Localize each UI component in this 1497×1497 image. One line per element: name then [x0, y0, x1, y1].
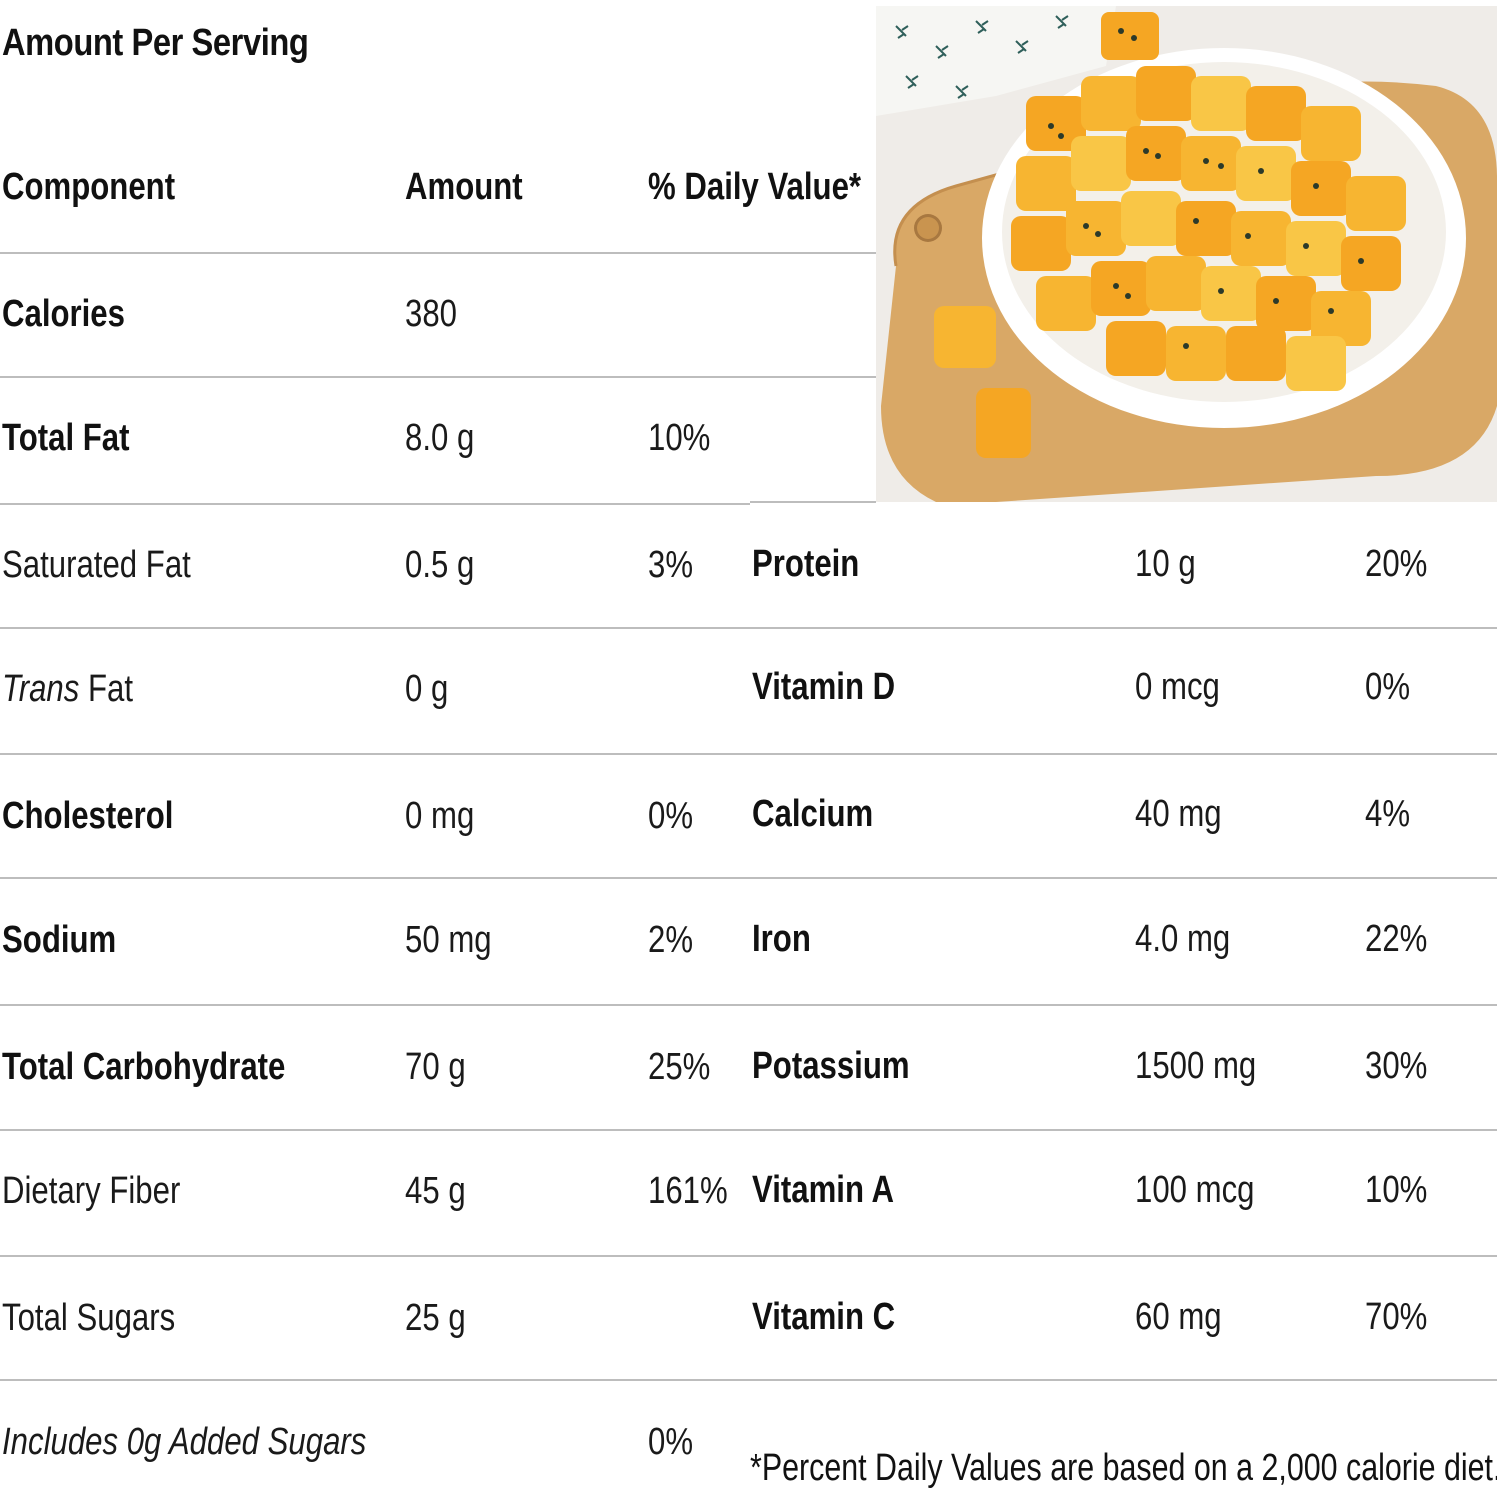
nutrient-dv: 10% — [1365, 1169, 1428, 1211]
passion-fruit-cubes-image — [876, 6, 1497, 502]
divider — [0, 503, 750, 505]
divider — [0, 252, 876, 254]
nutrient-name: Vitamin A — [752, 1169, 894, 1211]
nutrient-name: Includes 0g Added Sugars — [2, 1421, 367, 1463]
nutrient-amount: 0 mg — [405, 795, 475, 837]
divider — [0, 1129, 1497, 1131]
nutrient-amount: 380 — [405, 293, 457, 335]
divider — [0, 877, 1497, 879]
amount-per-serving-title: Amount Per Serving — [2, 22, 309, 64]
nutrient-name: Cholesterol — [2, 795, 174, 837]
nutrient-amount: 60 mg — [1135, 1296, 1222, 1338]
nutrient-dv: 70% — [1365, 1296, 1428, 1338]
nutrient-amount: 8.0 g — [405, 417, 475, 459]
nutrient-name: Total Fat — [2, 417, 130, 459]
nutrient-amount: 40 mg — [1135, 793, 1222, 835]
header-amount: Amount — [405, 166, 523, 208]
nutrient-amount: 25 g — [405, 1297, 466, 1339]
nutrient-amount: 0.5 g — [405, 544, 475, 586]
header-component: Component — [2, 166, 176, 208]
daily-value-footnote: *Percent Daily Values are based on a 2,0… — [750, 1447, 1497, 1489]
divider — [0, 1255, 1497, 1257]
nutrient-amount: 10 g — [1135, 543, 1196, 585]
nutrient-dv: 20% — [1365, 543, 1428, 585]
divider — [0, 376, 876, 378]
divider — [0, 1004, 1497, 1006]
divider — [750, 501, 876, 503]
nutrient-name: Vitamin D — [752, 666, 896, 708]
nutrient-name: Sodium — [2, 919, 117, 961]
nutrient-name: Saturated Fat — [2, 544, 191, 586]
header-daily-value: % Daily Value* — [648, 166, 862, 208]
nutrient-name: Total Carbohydrate — [2, 1046, 286, 1088]
fat-label: Fat — [79, 668, 134, 710]
nutrient-name: Vitamin C — [752, 1296, 896, 1338]
nutrient-dv: 161% — [648, 1170, 728, 1212]
nutrient-name: Trans Fat — [2, 667, 133, 711]
nutrient-name: Protein — [752, 543, 860, 585]
divider — [0, 753, 1497, 755]
nutrient-dv: 10% — [648, 417, 711, 459]
nutrient-name: Potassium — [752, 1045, 910, 1087]
nutrient-name: Calcium — [752, 793, 874, 835]
nutrient-amount: 0 g — [405, 668, 449, 710]
nutrient-dv: 0% — [648, 795, 694, 837]
nutrient-amount: 0 mcg — [1135, 666, 1220, 708]
nutrient-name: Iron — [752, 918, 811, 960]
nutrient-dv: 3% — [648, 544, 694, 586]
nutrient-amount: 70 g — [405, 1046, 466, 1088]
divider — [0, 1379, 1497, 1381]
product-photo — [876, 6, 1497, 502]
nutrient-dv: 25% — [648, 1046, 711, 1088]
nutrient-name: Total Sugars — [2, 1297, 176, 1339]
nutrient-name: Dietary Fiber — [2, 1170, 181, 1212]
nutrient-name: Calories — [2, 293, 125, 335]
nutrient-dv: 0% — [648, 1421, 694, 1463]
nutrient-amount: 4.0 mg — [1135, 918, 1231, 960]
divider — [0, 627, 1497, 629]
nutrient-amount: 1500 mg — [1135, 1045, 1257, 1087]
nutrient-amount: 45 g — [405, 1170, 466, 1212]
nutrient-dv: 4% — [1365, 793, 1411, 835]
nutrient-dv: 22% — [1365, 918, 1428, 960]
nutrient-dv: 2% — [648, 919, 694, 961]
nutrient-dv: 30% — [1365, 1045, 1428, 1087]
trans-italic: Trans — [2, 668, 80, 710]
nutrient-amount: 100 mcg — [1135, 1169, 1255, 1211]
nutrient-dv: 0% — [1365, 666, 1411, 708]
nutrient-amount: 50 mg — [405, 919, 492, 961]
